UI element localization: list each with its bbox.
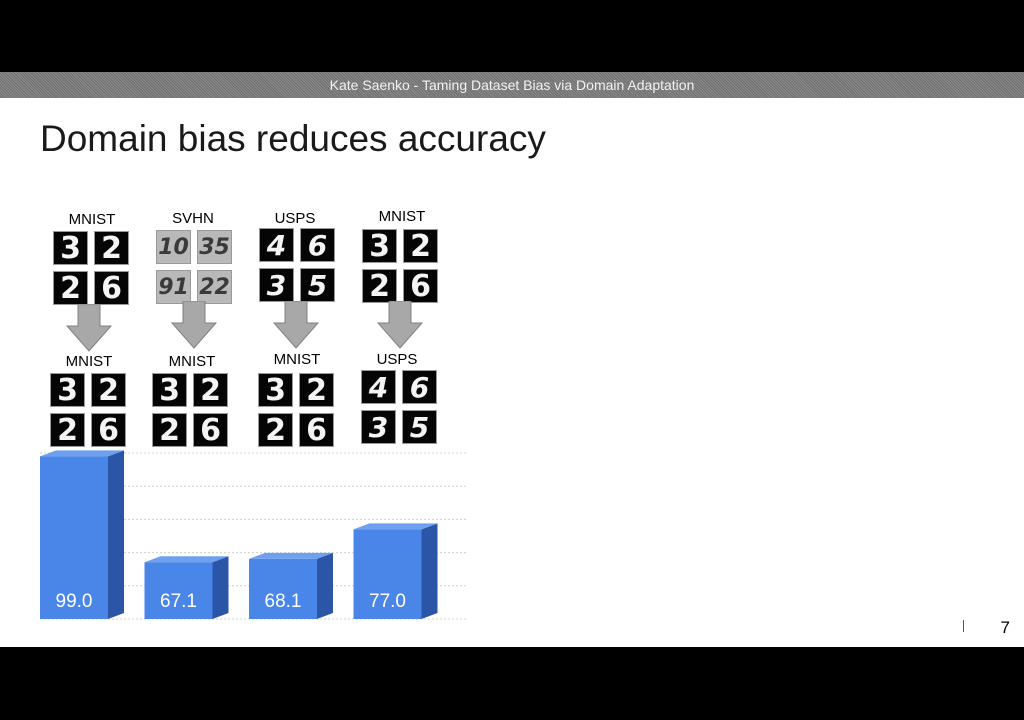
bar-value-label: 68.1 (265, 591, 302, 612)
digit-image: 6 (91, 413, 126, 447)
source-digits-2: 10 35 91 22 (156, 230, 232, 304)
digit-image: 91 (156, 270, 191, 304)
target-digits-2: 3 2 2 6 (152, 373, 228, 447)
bar-value-label: 67.1 (160, 591, 197, 612)
target-label-1: MNIST (65, 353, 113, 370)
digit-image: 2 (362, 269, 397, 303)
digit-image: 10 (156, 230, 191, 264)
target-label-3: MNIST (273, 351, 321, 368)
source-digits-1: 3 2 2 6 (53, 231, 129, 305)
digit-image: 5 (300, 268, 335, 302)
digit-image: 6 (299, 413, 334, 447)
digit-image: 2 (53, 271, 88, 305)
digit-image: 2 (94, 231, 129, 265)
bar-top (249, 552, 333, 559)
source-label-2: SVHN (172, 210, 214, 227)
digit-image: 6 (94, 271, 129, 305)
target-digits-4: 4 6 3 5 (361, 370, 437, 444)
bar-value-label: 99.0 (56, 591, 93, 612)
presentation-header: Kate Saenko - Taming Dataset Bias via Do… (0, 72, 1024, 98)
bar: 68.1 (249, 552, 333, 619)
digit-image: 3 (50, 373, 85, 407)
digit-image: 6 (403, 269, 438, 303)
digit-image: 6 (193, 413, 228, 447)
source-label-4: MNIST (378, 208, 426, 225)
digit-image: 6 (300, 228, 335, 262)
bar: 67.1 (144, 556, 229, 619)
digit-image: 2 (299, 373, 334, 407)
target-label-2: MNIST (168, 353, 216, 370)
down-arrow-icon (171, 301, 217, 349)
accuracy-bar-chart: 99.0 67.1 68.1 77.0 (40, 450, 466, 620)
bar-top (353, 523, 438, 530)
slide: Domain bias reduces accuracy MNIST 3 2 2… (0, 98, 1024, 647)
digit-image: 2 (91, 373, 126, 407)
header-text: Kate Saenko - Taming Dataset Bias via Do… (329, 77, 695, 93)
bars: 99.0 67.1 68.1 77.0 (40, 450, 438, 619)
digit-image: 3 (53, 231, 88, 265)
digit-image: 35 (197, 230, 232, 264)
digit-image: 5 (402, 410, 437, 444)
slide-title: Domain bias reduces accuracy (40, 118, 546, 159)
digit-image: 22 (197, 270, 232, 304)
digit-image: 4 (361, 370, 396, 404)
bar-face (353, 529, 422, 619)
digit-image: 2 (258, 413, 293, 447)
digit-image: 2 (403, 229, 438, 263)
bar: 77.0 (353, 523, 438, 619)
source-label-3: USPS (274, 210, 316, 227)
bar-face (40, 456, 108, 619)
page-number: 7 (1000, 618, 1010, 637)
digit-image: 4 (259, 228, 294, 262)
bar-top (40, 450, 124, 457)
digit-image: 3 (152, 373, 187, 407)
source-digits-3: 4 6 3 5 (259, 228, 335, 302)
bar-side (108, 450, 124, 619)
down-arrow-icon (377, 301, 423, 349)
digit-image: 3 (258, 373, 293, 407)
source-label-1: MNIST (68, 211, 116, 228)
bar-value-label: 77.0 (369, 591, 406, 612)
digit-image: 3 (259, 268, 294, 302)
bar-side (317, 552, 333, 619)
down-arrow-icon (66, 304, 112, 352)
digit-image: 6 (402, 370, 437, 404)
source-digits-4: 3 2 2 6 (362, 229, 438, 303)
bar: 99.0 (40, 450, 124, 619)
digit-image: 3 (362, 229, 397, 263)
bar-face (144, 562, 213, 619)
digit-image: 3 (361, 410, 396, 444)
target-digits-1: 3 2 2 6 (50, 373, 126, 447)
bar-side (212, 556, 229, 619)
bar-top (144, 556, 229, 563)
down-arrow-icon (273, 301, 319, 349)
bar-face (249, 558, 317, 619)
target-digits-3: 3 2 2 6 (258, 373, 334, 447)
cursor-mark (963, 620, 964, 632)
digit-image: 2 (152, 413, 187, 447)
target-label-4: USPS (376, 351, 418, 368)
bar-side (421, 523, 438, 619)
digit-image: 2 (193, 373, 228, 407)
digit-image: 2 (50, 413, 85, 447)
